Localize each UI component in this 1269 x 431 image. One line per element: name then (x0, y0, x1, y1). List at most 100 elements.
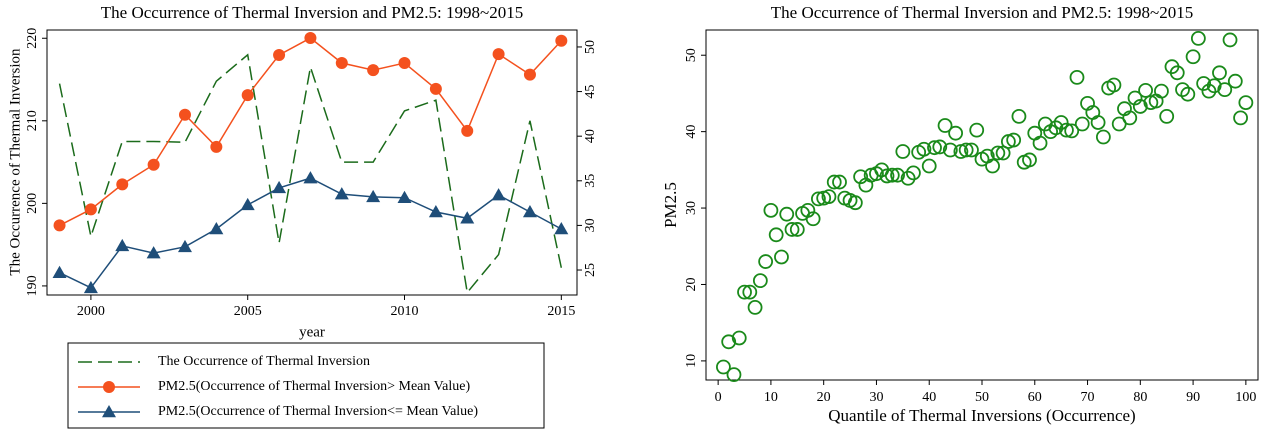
point (916, 141, 932, 157)
point (1006, 132, 1022, 148)
point (768, 227, 784, 243)
x-tick-label: 50 (975, 390, 989, 405)
y2-tick-label: 50 (583, 40, 598, 54)
point (832, 174, 847, 190)
y2-tick-label: 25 (583, 263, 598, 277)
point (1106, 77, 1122, 93)
point (890, 167, 905, 183)
point (927, 140, 942, 156)
point (895, 144, 911, 159)
y-tick-label: 190 (25, 275, 40, 296)
y-axis-label: PM2.5 (661, 182, 680, 228)
point (146, 246, 161, 259)
point (1095, 129, 1111, 145)
y2-tick-label: 35 (583, 174, 598, 188)
point (115, 238, 130, 252)
point (1037, 116, 1053, 132)
chart-title: The Occurrence of Thermal Inversion and … (101, 3, 523, 22)
x-tick-label: 2000 (77, 304, 105, 319)
point (1122, 110, 1138, 126)
x-tick-label: 30 (869, 390, 883, 405)
point (492, 48, 505, 61)
point (758, 254, 774, 269)
point (366, 189, 381, 203)
point (210, 140, 223, 153)
point (1175, 82, 1190, 98)
point (721, 334, 737, 350)
y-tick-label: 30 (684, 201, 699, 215)
point (303, 171, 318, 184)
point (752, 273, 768, 289)
x-tick-label: 60 (1028, 390, 1042, 405)
point (1206, 78, 1222, 94)
point (1022, 152, 1037, 168)
x-axis-label: Quantile of Thermal Inversions (Occurren… (828, 406, 1135, 425)
point (774, 249, 789, 265)
point (821, 189, 837, 204)
point (1132, 99, 1148, 114)
legend-label: The Occurrence of Thermal Inversion (158, 354, 370, 369)
point (826, 174, 842, 190)
point (937, 118, 953, 133)
point (178, 108, 191, 121)
x-tick-label: 2015 (547, 304, 575, 319)
point (1059, 122, 1074, 138)
series-line (58, 53, 563, 295)
point (784, 222, 800, 237)
plot-frame (46, 29, 578, 296)
y2-tick-label: 30 (583, 218, 598, 232)
point (1201, 83, 1217, 99)
point (1180, 86, 1196, 102)
x-tick-label: 2010 (391, 304, 419, 319)
y-axis-label: The Occurrence of Thermal Inversion (7, 48, 23, 276)
point (428, 205, 443, 218)
legend-marker (102, 405, 116, 418)
point (304, 32, 317, 45)
point (1227, 73, 1243, 89)
point (948, 125, 964, 141)
y-tick-label: 220 (25, 28, 40, 49)
point (334, 187, 349, 200)
legend-marker (103, 381, 115, 393)
point (789, 222, 805, 237)
point (1196, 76, 1212, 91)
point (429, 82, 442, 95)
legend-label: PM2.5(Occurrence of Thermal Inversion<= … (158, 404, 478, 419)
point (958, 142, 974, 158)
point (1185, 49, 1201, 65)
point (335, 57, 348, 70)
x-tick-label: 10 (764, 390, 778, 405)
point (1154, 83, 1169, 99)
point (397, 190, 412, 203)
series-line (59, 37, 562, 227)
point (1090, 115, 1106, 130)
point (853, 169, 869, 185)
point (731, 330, 747, 346)
point (1032, 135, 1048, 151)
point (726, 367, 742, 383)
point (747, 300, 763, 315)
point (398, 57, 411, 70)
point (800, 202, 816, 218)
point (1159, 108, 1175, 124)
point (367, 64, 380, 77)
point (209, 221, 224, 235)
x-tick-label: 70 (1081, 390, 1095, 405)
point (177, 239, 192, 253)
y-tick-label: 210 (25, 110, 40, 131)
point (905, 165, 921, 181)
point (83, 280, 98, 294)
point (742, 284, 758, 300)
series-line (59, 177, 562, 289)
point (932, 139, 948, 155)
point (147, 158, 160, 171)
point (84, 203, 97, 216)
x-tick-label: 40 (922, 390, 936, 405)
x-tick-label: 0 (715, 390, 722, 405)
point (273, 48, 286, 61)
y-tick-label: 20 (684, 277, 699, 291)
point (116, 178, 129, 191)
point (884, 167, 900, 183)
point (554, 221, 569, 235)
